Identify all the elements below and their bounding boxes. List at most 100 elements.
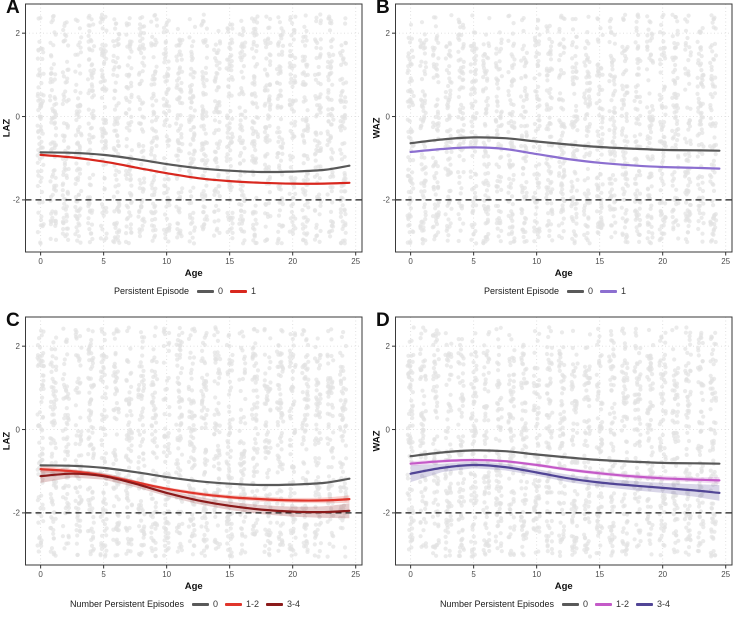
x-tick-label: 20 bbox=[658, 570, 667, 579]
x-tick-label: 15 bbox=[225, 257, 234, 266]
legend-entry-1-2: 1-2 bbox=[225, 599, 259, 609]
x-tick-label: 10 bbox=[532, 570, 541, 579]
legend-label: 1-2 bbox=[246, 599, 260, 609]
legend-label: 3-4 bbox=[657, 599, 671, 609]
y-tick-label: -2 bbox=[383, 509, 391, 518]
y-tick-label: 0 bbox=[16, 425, 21, 434]
y-tick-label: 2 bbox=[16, 29, 21, 38]
x-tick-label: 0 bbox=[408, 257, 413, 266]
x-tick-label: 20 bbox=[288, 257, 297, 266]
legend-line-swatch bbox=[197, 289, 214, 293]
x-tick-label: 5 bbox=[101, 257, 106, 266]
legend-label: 0 bbox=[218, 286, 224, 296]
plot-b: 0 5 10 15 20 25 -2 0 2 Age WAZ bbox=[372, 3, 733, 279]
legend-title: Number Persistent Episodes bbox=[69, 599, 184, 609]
trend-line-3-4 bbox=[39, 472, 351, 514]
y-tick-label: 2 bbox=[16, 342, 21, 351]
scatter-points bbox=[35, 325, 349, 559]
panel-a-plot-holder: 0 5 10 15 20 25 -2 0 2 Age LAZ bbox=[0, 0, 370, 280]
panel-d-plot-holder: 0 5 10 15 20 25 -2 0 2 Age WAZ bbox=[370, 313, 740, 593]
legend-line-swatch bbox=[636, 602, 654, 606]
legend-entry-1: 1 bbox=[230, 286, 256, 296]
legend-line-swatch bbox=[562, 602, 579, 606]
panel-b: B 0 5 10 15 20 25 -2 0 2 Age WAZ Persistent Episod… bbox=[370, 0, 740, 313]
y-tick-label: 2 bbox=[386, 29, 391, 38]
legend-entry-0: 0 bbox=[567, 286, 593, 296]
x-axis-title: Age bbox=[555, 581, 573, 592]
legend-entry-3-4: 3-4 bbox=[636, 599, 670, 609]
panel-c-plot-holder: 0 5 10 15 20 25 -2 0 2 Age LAZ bbox=[0, 313, 370, 593]
legend-entry-0: 0 bbox=[562, 599, 588, 609]
trend-line-1 bbox=[39, 153, 351, 185]
legend-entry-0: 0 bbox=[197, 286, 223, 296]
panel-c-label: C bbox=[6, 310, 20, 331]
scatter-points bbox=[405, 12, 719, 246]
panel-c: C 0 5 10 15 20 25 -2 0 2 Age LAZ Number Persistent… bbox=[0, 310, 370, 626]
y-tick-label: -2 bbox=[13, 196, 21, 205]
x-tick-label: 5 bbox=[101, 570, 106, 579]
legend-line-swatch bbox=[230, 289, 248, 293]
x-tick-label: 0 bbox=[408, 570, 413, 579]
trend-line-0 bbox=[409, 449, 721, 465]
legend-label: 1 bbox=[621, 286, 627, 296]
panel-a-legend: Persistent Episode 0 1 bbox=[0, 286, 370, 296]
panel-b-label: B bbox=[376, 0, 390, 18]
panel-b-plot-holder: 0 5 10 15 20 25 -2 0 2 Age WAZ bbox=[370, 0, 740, 280]
y-axis-title: WAZ bbox=[372, 117, 383, 138]
x-tick-label: 10 bbox=[162, 257, 171, 266]
panel-d-label: D bbox=[376, 310, 390, 331]
x-axis-title: Age bbox=[555, 268, 573, 279]
x-tick-label: 25 bbox=[351, 570, 360, 579]
plot-border bbox=[25, 3, 363, 253]
scatter-points bbox=[405, 325, 719, 559]
y-axis-title: WAZ bbox=[372, 430, 383, 451]
x-axis-title: Age bbox=[185, 268, 203, 279]
y-tick-label: 0 bbox=[16, 112, 21, 121]
panel-c-legend: Number Persistent Episodes 0 1-2 3-4 bbox=[0, 599, 370, 609]
x-tick-label: 20 bbox=[288, 570, 297, 579]
ci-ribbon-3-4 bbox=[40, 469, 350, 519]
plot-border bbox=[395, 316, 733, 566]
trend-line-0 bbox=[409, 136, 721, 152]
legend-title: Persistent Episode bbox=[113, 286, 189, 296]
legend-entry-1-2: 1-2 bbox=[595, 599, 629, 609]
x-axis-title: Age bbox=[185, 581, 203, 592]
panel-a: A 0 5 10 15 20 25 -2 0 2 Age LAZ Persistent Episod… bbox=[0, 0, 370, 313]
x-tick-label: 15 bbox=[595, 570, 604, 579]
trend-line-3-4 bbox=[409, 463, 721, 494]
x-tick-label: 0 bbox=[38, 257, 43, 266]
plot-d: 0 5 10 15 20 25 -2 0 2 Age WAZ bbox=[372, 316, 733, 592]
x-tick-label: 10 bbox=[162, 570, 171, 579]
x-tick-label: 25 bbox=[721, 570, 730, 579]
y-axis-title: LAZ bbox=[2, 432, 13, 451]
legend-title: Persistent Episode bbox=[483, 286, 559, 296]
y-axis-title: LAZ bbox=[2, 119, 13, 138]
plot-a: 0 5 10 15 20 25 -2 0 2 Age LAZ bbox=[2, 3, 363, 279]
x-tick-label: 10 bbox=[532, 257, 541, 266]
panel-d: D 0 5 10 15 20 25 -2 0 2 Age WAZ Number Persistent… bbox=[370, 310, 740, 626]
y-tick-label: -2 bbox=[383, 196, 391, 205]
trend-line-1 bbox=[409, 146, 721, 170]
x-tick-label: 15 bbox=[225, 570, 234, 579]
y-tick-label: 2 bbox=[386, 342, 391, 351]
x-tick-label: 25 bbox=[721, 257, 730, 266]
x-tick-label: 15 bbox=[595, 257, 604, 266]
scatter-points bbox=[35, 12, 349, 246]
y-tick-label: 0 bbox=[386, 425, 391, 434]
x-tick-label: 5 bbox=[471, 570, 476, 579]
y-tick-label: 0 bbox=[386, 112, 391, 121]
legend-entry-3-4: 3-4 bbox=[266, 599, 300, 609]
legend-title: Number Persistent Episodes bbox=[439, 599, 554, 609]
trend-line-0 bbox=[39, 464, 351, 487]
legend-label: 1-2 bbox=[616, 599, 630, 609]
trend-line-0 bbox=[39, 151, 351, 174]
x-tick-label: 25 bbox=[351, 257, 360, 266]
legend-label: 3-4 bbox=[287, 599, 301, 609]
legend-line-swatch bbox=[567, 289, 584, 293]
legend-label: 1 bbox=[251, 286, 257, 296]
x-tick-label: 20 bbox=[658, 257, 667, 266]
ci-ribbon-3-4 bbox=[410, 461, 720, 501]
legend-entry-1: 1 bbox=[600, 286, 626, 296]
x-tick-label: 5 bbox=[471, 257, 476, 266]
